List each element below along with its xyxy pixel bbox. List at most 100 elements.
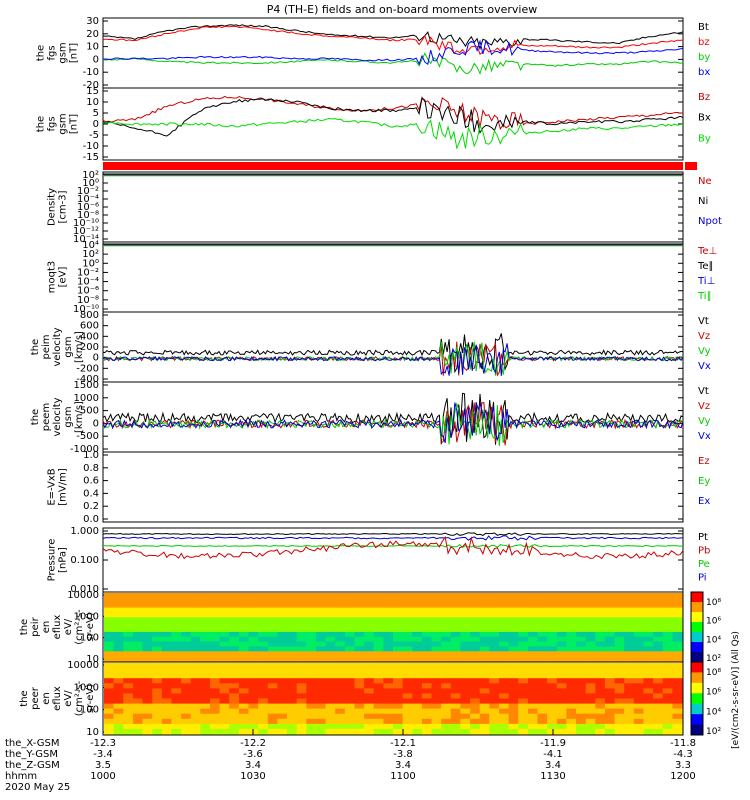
- heatmap-cell: [123, 723, 134, 730]
- heatmap-cell: [566, 688, 577, 694]
- heatmap-cell: [672, 593, 683, 599]
- heatmap-cell: [364, 703, 375, 710]
- heatmap-cell: [296, 698, 307, 705]
- heatmap-cell: [152, 678, 163, 684]
- x-tick-label: 3.4: [245, 760, 261, 771]
- heatmap-cell: [229, 627, 240, 633]
- heatmap-cell: [190, 703, 201, 710]
- heatmap-cell: [421, 693, 432, 699]
- y-tick-label: -500: [76, 431, 99, 442]
- heatmap-cell: [354, 627, 365, 633]
- heatmap-cell: [248, 728, 259, 735]
- heatmap-cell: [219, 636, 230, 643]
- y-tick-label: 0.8: [83, 463, 99, 474]
- heatmap-cell: [123, 607, 134, 613]
- y-axis-label: [nT]: [69, 43, 80, 63]
- heatmap-cell: [373, 708, 384, 715]
- heatmap-cell: [190, 678, 201, 684]
- heatmap-cell: [306, 673, 317, 679]
- heatmap-cell: [238, 693, 249, 699]
- heatmap-cell: [335, 607, 346, 613]
- heatmap-cell: [393, 728, 404, 735]
- heatmap-cell: [210, 703, 221, 710]
- heatmap-cell: [354, 607, 365, 613]
- heatmap-cell: [595, 688, 606, 694]
- y-tick-label: 10²: [82, 249, 99, 260]
- heatmap-cell: [248, 683, 259, 689]
- heatmap-cell: [604, 673, 615, 679]
- heatmap-cell: [171, 663, 182, 669]
- heatmap-cell: [161, 602, 172, 609]
- heatmap-cell: [662, 597, 673, 604]
- heatmap-cell: [287, 651, 298, 657]
- heatmap-cell: [479, 698, 490, 705]
- heatmap-cell: [441, 646, 452, 652]
- heatmap-cell: [393, 688, 404, 694]
- heatmap-cell: [421, 651, 432, 657]
- heatmap-cell: [152, 612, 163, 618]
- y-tick-label: 0.010: [70, 584, 99, 595]
- heatmap-cell: [527, 708, 538, 715]
- heatmap-cell: [267, 627, 278, 633]
- heatmap-cell: [315, 688, 326, 694]
- heatmap-cell: [421, 668, 432, 674]
- heatmap-cell: [653, 646, 664, 652]
- heatmap-cell: [364, 656, 375, 662]
- heatmap-cell: [431, 646, 442, 652]
- heatmap-cell: [547, 703, 558, 710]
- heatmap-cell: [267, 723, 278, 730]
- heatmap-cell: [566, 673, 577, 679]
- heatmap-cell: [383, 607, 394, 613]
- heatmap-cell: [633, 602, 644, 609]
- heatmap-cell: [585, 708, 596, 715]
- heatmap-cell: [672, 602, 683, 609]
- heatmap-cell: [643, 602, 654, 609]
- heatmap-cell: [518, 728, 529, 735]
- heatmap-cell: [383, 663, 394, 669]
- heatmap-cell: [383, 651, 394, 657]
- heatmap-cell: [152, 636, 163, 643]
- heatmap-cell: [604, 718, 615, 725]
- heatmap-cell: [633, 663, 644, 669]
- heatmap-cell: [354, 693, 365, 699]
- legend-entry: Ex: [698, 496, 710, 507]
- heatmap-cell: [152, 617, 163, 623]
- heatmap-cell: [325, 663, 336, 669]
- heatmap-cell: [287, 636, 298, 643]
- heatmap-cell: [441, 597, 452, 604]
- series-line-Bz: [102, 95, 684, 131]
- heatmap-cell: [479, 656, 490, 662]
- heatmap-cell: [537, 646, 548, 652]
- x-row-label: the_Y-GSM: [5, 749, 58, 760]
- heatmap-cell: [518, 723, 529, 730]
- y-axis-label: gsm: [58, 42, 69, 63]
- heatmap-cell: [479, 612, 490, 618]
- heatmap-cell: [383, 622, 394, 628]
- heatmap-cell: [431, 636, 442, 643]
- heatmap-cell: [518, 622, 529, 628]
- y-tick-label: 20: [86, 29, 99, 40]
- heatmap-cell: [210, 668, 221, 674]
- heatmap-cell: [171, 627, 182, 633]
- heatmap-cell: [595, 718, 606, 725]
- heatmap-cell: [633, 651, 644, 657]
- heatmap-cell: [402, 656, 413, 662]
- heatmap-cell: [402, 602, 413, 609]
- heatmap-cell: [431, 602, 442, 609]
- heatmap-cell: [643, 698, 654, 705]
- heatmap-cell: [643, 612, 654, 618]
- heatmap-cell: [412, 663, 423, 669]
- heatmap-cell: [161, 688, 172, 694]
- heatmap-cell: [643, 641, 654, 647]
- heatmap-cell: [595, 612, 606, 618]
- heatmap-cell: [527, 678, 538, 684]
- heatmap-cell: [335, 708, 346, 715]
- heatmap-cell: [470, 612, 481, 618]
- heatmap-cell: [547, 678, 558, 684]
- heatmap-cell: [258, 708, 269, 715]
- x-row-label: the_Z-GSM: [5, 760, 60, 771]
- heatmap-cell: [470, 668, 481, 674]
- heatmap-cell: [181, 708, 192, 715]
- heatmap-cell: [296, 641, 307, 647]
- heatmap-cell: [210, 683, 221, 689]
